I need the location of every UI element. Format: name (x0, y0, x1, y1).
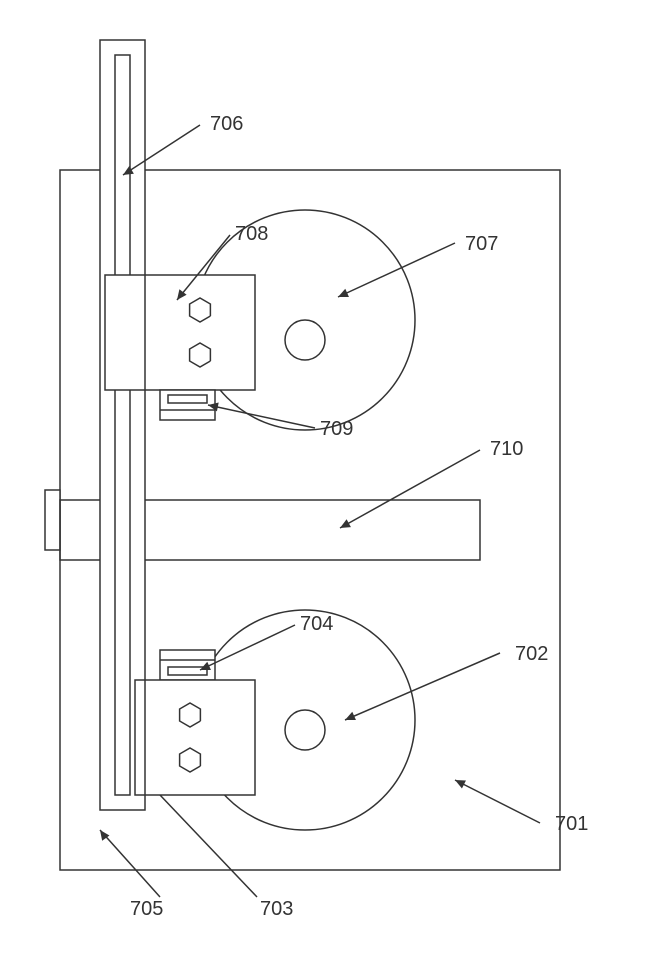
label-708: 708 (235, 223, 268, 245)
label-710: 710 (490, 438, 523, 460)
label-704: 704 (300, 613, 333, 635)
block-bottom (135, 680, 255, 795)
wheel-bottom-hub (285, 710, 325, 750)
label-703: 703 (260, 898, 293, 920)
label-702-leader (345, 653, 500, 720)
label-705: 705 (130, 898, 163, 920)
label-705-leader (100, 830, 160, 897)
label-707-leader (338, 243, 455, 297)
label-702: 702 (515, 643, 548, 665)
label-701: 701 (555, 813, 588, 835)
label-701-leader (455, 780, 540, 823)
label-709-leader (208, 405, 315, 428)
wheel-top-hub (285, 320, 325, 360)
label-706: 706 (210, 113, 243, 135)
side-tab (45, 490, 60, 550)
label-709: 709 (320, 418, 353, 440)
label-704-leader (200, 625, 295, 670)
label-707: 707 (465, 233, 498, 255)
label-710-leader (340, 450, 480, 528)
